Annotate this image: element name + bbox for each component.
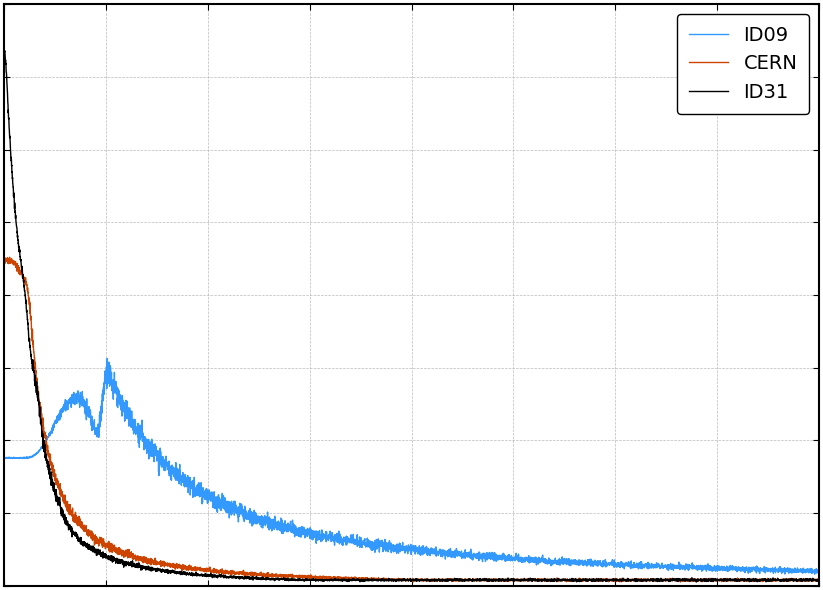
ID09 [814,569,823,576]
ID31 [147,567,157,574]
ID09 [607,559,617,566]
CERN [607,576,617,584]
CERN [488,576,498,584]
ID31 [0,45,9,52]
ID31 [529,576,539,584]
ID31 [488,576,498,583]
ID31 [691,579,701,586]
CERN [814,576,823,584]
CERN [669,577,679,584]
Line: ID09: ID09 [4,359,819,574]
ID09 [102,355,112,362]
CERN [0,256,9,263]
CERN [676,579,686,586]
Legend: ID09, CERN, ID31: ID09, CERN, ID31 [677,14,809,114]
CERN [529,576,539,584]
ID31 [310,576,320,583]
ID09 [529,559,539,566]
ID31 [607,576,617,584]
CERN [311,573,321,580]
ID09 [311,529,321,536]
ID09 [488,554,498,561]
Line: ID31: ID31 [4,48,819,582]
Line: CERN: CERN [4,257,819,582]
ID31 [814,576,823,584]
ID09 [669,562,679,569]
CERN [5,254,15,261]
ID09 [810,571,820,578]
ID09 [0,454,9,461]
ID31 [669,575,679,582]
ID09 [147,452,157,459]
CERN [147,558,157,565]
